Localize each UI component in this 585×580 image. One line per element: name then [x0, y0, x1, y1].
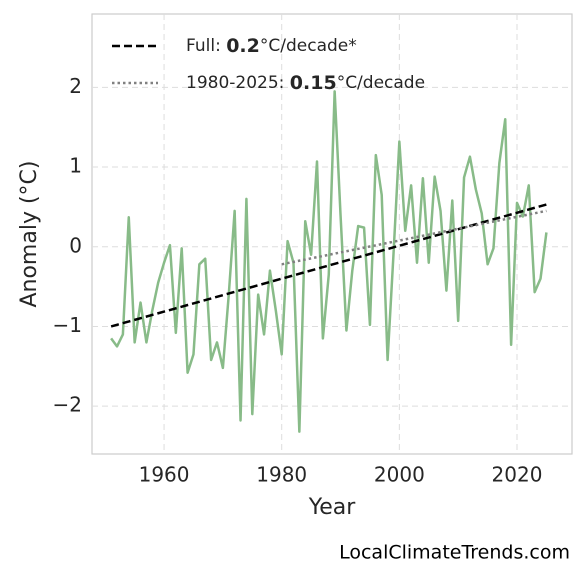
y-tick-label: 0 [69, 233, 82, 257]
legend-text-part: °C/decade [337, 73, 425, 93]
legend-text-part: °C/decade* [260, 36, 357, 56]
line-series [281, 209, 547, 266]
x-axis-label: Year [308, 495, 357, 520]
y-tick-label: −2 [53, 393, 82, 417]
legend-text-part: 0.2 [226, 35, 260, 57]
y-tick-label: −1 [53, 313, 82, 337]
legend-text-part: Full: [186, 36, 226, 56]
line-series [110, 203, 547, 328]
y-tick-label: 2 [69, 74, 82, 98]
x-tick-label: 2000 [374, 463, 425, 487]
y-axis-label: Anomaly (°C) [17, 160, 42, 307]
x-tick-label: 2020 [492, 463, 543, 487]
x-tick-label: 1960 [139, 463, 190, 487]
source-text: LocalClimateTrends.com [339, 542, 570, 564]
y-tick-label: 1 [69, 154, 82, 178]
legend-label: 1980-2025: 0.15°C/decade [186, 72, 425, 94]
legend-label: Full: 0.2°C/decade* [186, 35, 357, 57]
line-series [110, 90, 548, 433]
x-tick-label: 1980 [256, 463, 307, 487]
legend-text-part: 1980-2025: [186, 73, 290, 93]
legend-text-part: 0.15 [290, 72, 337, 94]
